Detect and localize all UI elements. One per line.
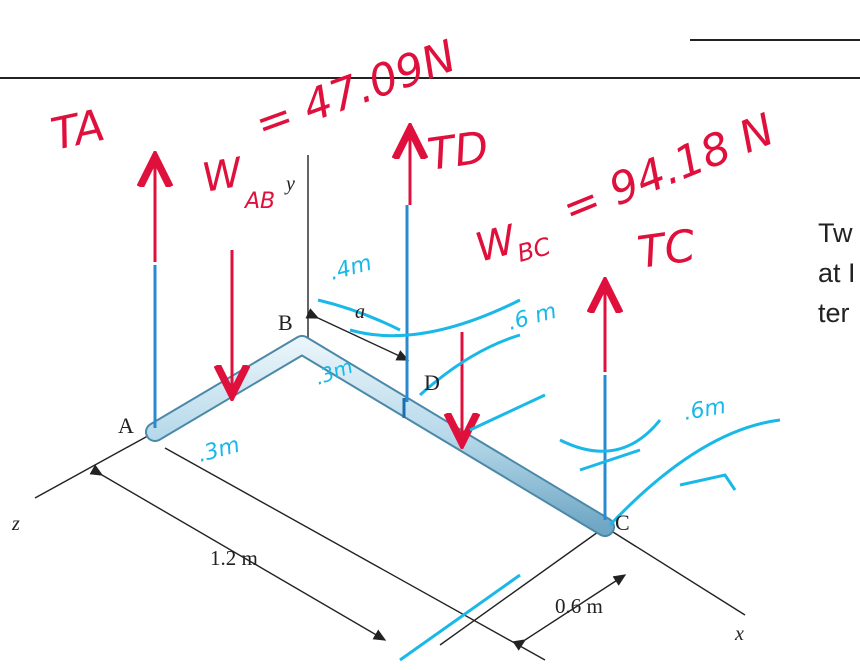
point-label: C xyxy=(615,510,630,535)
force-note: BC xyxy=(514,232,554,268)
force-note: TD xyxy=(424,122,491,181)
force-note: = 94.18 N xyxy=(555,104,782,235)
dimension-label: 1.2 m xyxy=(210,546,258,570)
axis-label: y xyxy=(284,173,295,195)
page: A B C D y z x a 1.2 m 0.6 m TA W AB = 47… xyxy=(0,0,860,670)
force-note: TC xyxy=(634,220,698,279)
point-label: B xyxy=(278,310,293,335)
sketch-lines xyxy=(318,300,780,660)
distance-note: .3m xyxy=(195,433,242,468)
axis-label: z xyxy=(11,513,20,535)
axis-label: x xyxy=(734,623,744,645)
text-line: ter xyxy=(818,298,850,328)
force-note: AB xyxy=(243,189,275,214)
dimension-label: a xyxy=(355,301,365,323)
force-note: W xyxy=(199,149,247,201)
side-text: Tw at I ter xyxy=(818,218,856,328)
text-line: at I xyxy=(818,258,856,288)
point-label: A xyxy=(118,413,134,438)
force-note: TA xyxy=(47,100,109,161)
distance-note: .4m xyxy=(327,251,374,286)
distance-note: .6m xyxy=(682,394,728,426)
dimension-label: 0.6 m xyxy=(555,594,603,618)
labels: A B C D y z x a 1.2 m 0.6 m xyxy=(11,173,744,645)
point-label: D xyxy=(424,370,440,395)
text-line: Tw xyxy=(818,218,853,248)
